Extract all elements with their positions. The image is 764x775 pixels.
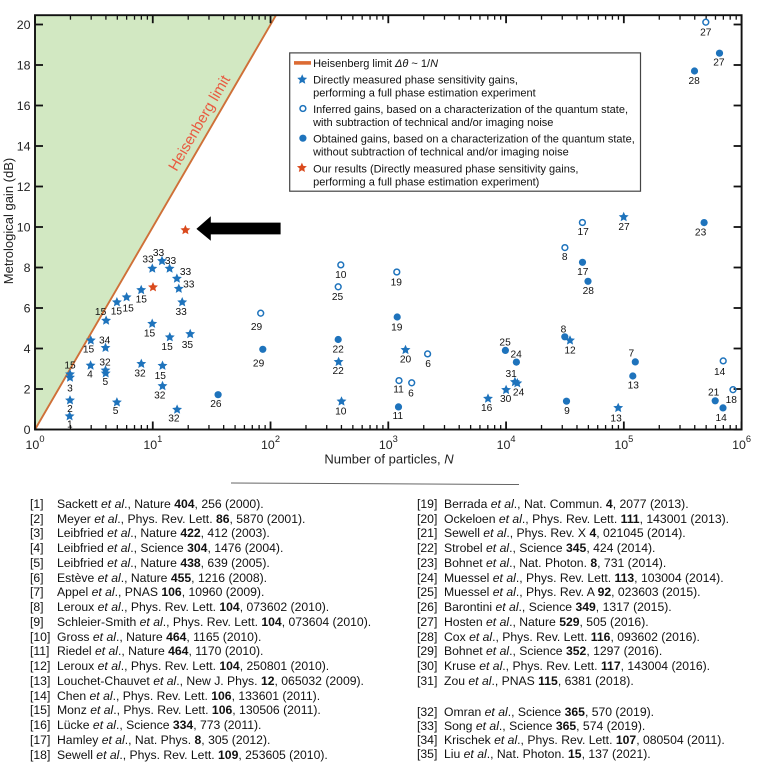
svg-text:33: 33 bbox=[142, 255, 154, 266]
svg-text:Number of particles, N: Number of particles, N bbox=[324, 452, 454, 467]
svg-text:15: 15 bbox=[111, 306, 123, 317]
svg-text:104: 104 bbox=[497, 434, 516, 452]
svg-text:23: 23 bbox=[695, 228, 707, 239]
svg-text:3: 3 bbox=[67, 384, 73, 395]
svg-text:Metrological gain (dB): Metrological gain (dB) bbox=[1, 158, 16, 284]
svg-text:25: 25 bbox=[332, 292, 344, 303]
svg-text:33: 33 bbox=[165, 256, 177, 267]
svg-text:11: 11 bbox=[393, 385, 404, 396]
svg-text:6: 6 bbox=[24, 302, 31, 316]
svg-text:5: 5 bbox=[113, 406, 119, 417]
svg-text:34: 34 bbox=[99, 336, 111, 347]
svg-text:12: 12 bbox=[17, 180, 31, 194]
svg-text:Heisenberg limit Δθ ~ 1/N: Heisenberg limit Δθ ~ 1/N bbox=[313, 58, 438, 70]
svg-text:19: 19 bbox=[391, 322, 403, 333]
svg-text:31: 31 bbox=[506, 369, 518, 380]
svg-text:27: 27 bbox=[618, 222, 630, 233]
svg-text:21: 21 bbox=[708, 388, 720, 399]
svg-text:0: 0 bbox=[24, 423, 31, 437]
svg-text:27: 27 bbox=[700, 28, 712, 39]
svg-text:24: 24 bbox=[511, 350, 523, 361]
svg-text:2: 2 bbox=[67, 404, 73, 415]
svg-text:9: 9 bbox=[564, 406, 570, 417]
svg-text:without subtraction of technic: without subtraction of technical and/or … bbox=[312, 147, 569, 159]
svg-text:105: 105 bbox=[614, 434, 633, 452]
svg-text:32: 32 bbox=[168, 413, 180, 424]
svg-text:25: 25 bbox=[499, 338, 511, 349]
svg-text:15: 15 bbox=[123, 303, 135, 314]
svg-text:33: 33 bbox=[180, 267, 192, 278]
svg-text:100: 100 bbox=[26, 434, 45, 452]
svg-text:33: 33 bbox=[176, 307, 188, 318]
svg-text:6: 6 bbox=[425, 359, 431, 370]
svg-text:8: 8 bbox=[562, 252, 568, 263]
svg-text:30: 30 bbox=[500, 394, 512, 405]
svg-text:7: 7 bbox=[628, 349, 634, 360]
svg-text:18: 18 bbox=[726, 395, 738, 406]
svg-text:performing a full phase estima: performing a full phase estimation exper… bbox=[313, 88, 536, 100]
svg-text:13: 13 bbox=[610, 413, 622, 424]
svg-text:15: 15 bbox=[64, 361, 76, 372]
svg-text:Our results (Directly measured: Our results (Directly measured phase sen… bbox=[313, 163, 578, 175]
svg-text:6: 6 bbox=[408, 389, 414, 400]
svg-text:15: 15 bbox=[95, 307, 107, 318]
svg-text:10: 10 bbox=[335, 406, 347, 417]
svg-text:14: 14 bbox=[17, 140, 31, 154]
svg-text:10: 10 bbox=[17, 221, 31, 235]
svg-text:16: 16 bbox=[17, 99, 31, 113]
svg-text:29: 29 bbox=[253, 358, 265, 369]
svg-text:8: 8 bbox=[24, 261, 31, 275]
svg-text:28: 28 bbox=[689, 76, 701, 87]
svg-text:12: 12 bbox=[564, 346, 576, 357]
svg-text:26: 26 bbox=[210, 399, 222, 410]
svg-text:13: 13 bbox=[628, 381, 640, 392]
svg-text:11: 11 bbox=[393, 411, 404, 422]
svg-text:32: 32 bbox=[134, 369, 146, 380]
svg-text:Inferred gains, based on a cha: Inferred gains, based on a characterizat… bbox=[313, 104, 628, 116]
svg-text:15: 15 bbox=[161, 342, 173, 353]
svg-text:20: 20 bbox=[17, 18, 31, 32]
svg-text:27: 27 bbox=[713, 58, 725, 69]
svg-text:15: 15 bbox=[83, 344, 95, 355]
svg-text:17: 17 bbox=[578, 227, 590, 238]
svg-text:15: 15 bbox=[144, 329, 156, 340]
svg-text:101: 101 bbox=[143, 434, 162, 452]
svg-text:4: 4 bbox=[87, 370, 93, 381]
svg-text:performing a full phase estima: performing a full phase estimation exper… bbox=[313, 176, 539, 188]
svg-text:Obtained gains, based on a cha: Obtained gains, based on a characterizat… bbox=[313, 134, 635, 146]
svg-text:8: 8 bbox=[561, 325, 567, 336]
svg-text:18: 18 bbox=[17, 59, 31, 73]
svg-text:32: 32 bbox=[99, 357, 111, 368]
svg-text:22: 22 bbox=[333, 366, 345, 377]
svg-text:32: 32 bbox=[154, 391, 166, 402]
svg-text:28: 28 bbox=[583, 286, 595, 297]
svg-text:14: 14 bbox=[716, 413, 728, 424]
svg-text:1: 1 bbox=[67, 419, 73, 430]
svg-text:22: 22 bbox=[333, 344, 345, 355]
svg-text:106: 106 bbox=[732, 434, 751, 452]
svg-text:33: 33 bbox=[183, 280, 195, 291]
svg-text:29: 29 bbox=[251, 322, 263, 333]
svg-text:with subtraction of technical: with subtraction of technical and/or ima… bbox=[312, 117, 553, 129]
svg-text:16: 16 bbox=[481, 403, 493, 414]
svg-text:4: 4 bbox=[24, 342, 31, 356]
svg-text:Directly measured phase sensit: Directly measured phase sensitivity gain… bbox=[313, 75, 518, 87]
svg-text:5: 5 bbox=[102, 377, 108, 388]
svg-text:14: 14 bbox=[714, 367, 726, 378]
svg-text:17: 17 bbox=[577, 267, 589, 278]
svg-text:35: 35 bbox=[182, 340, 194, 351]
svg-text:103: 103 bbox=[379, 434, 398, 452]
svg-text:2: 2 bbox=[24, 383, 31, 397]
svg-text:10: 10 bbox=[335, 270, 347, 281]
svg-text:19: 19 bbox=[391, 278, 403, 289]
svg-text:33: 33 bbox=[153, 248, 165, 259]
svg-text:15: 15 bbox=[136, 295, 148, 306]
svg-text:20: 20 bbox=[400, 354, 412, 365]
svg-text:15: 15 bbox=[155, 371, 167, 382]
svg-text:102: 102 bbox=[261, 434, 280, 452]
svg-text:24: 24 bbox=[513, 387, 525, 398]
